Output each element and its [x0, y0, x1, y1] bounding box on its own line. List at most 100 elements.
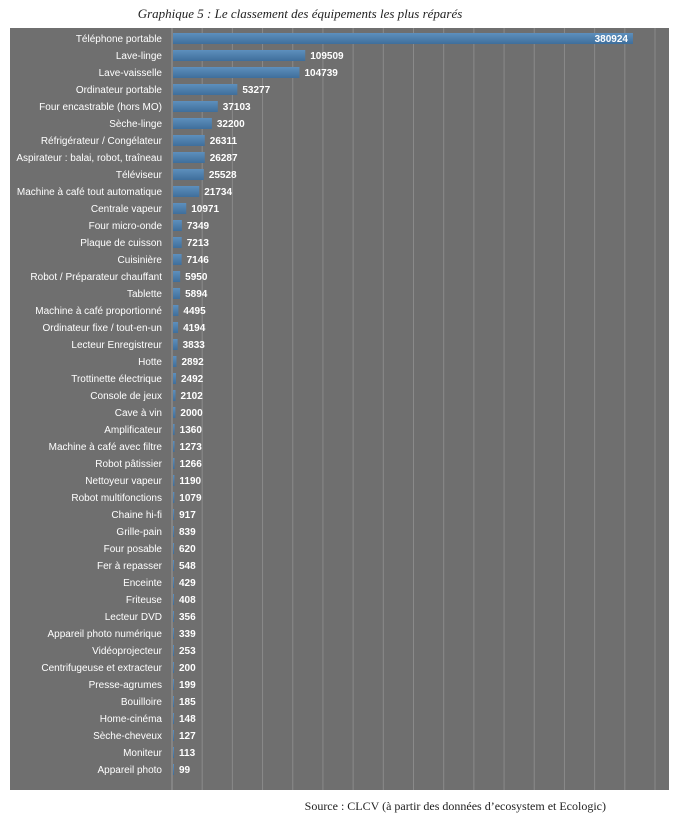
- bar: [173, 645, 174, 656]
- category-label: Sèche-cheveux: [93, 731, 162, 742]
- bar: [173, 764, 174, 775]
- data-label: 127: [179, 731, 196, 742]
- bar: [173, 203, 187, 214]
- data-label: 620: [179, 544, 196, 555]
- category-label: Four micro-onde: [89, 221, 163, 232]
- data-label: 253: [179, 646, 196, 657]
- data-label: 109509: [310, 51, 344, 62]
- category-label: Cuisinière: [118, 255, 163, 266]
- category-label: Centrifugeuse et extracteur: [41, 663, 162, 674]
- data-label: 429: [179, 578, 196, 589]
- category-label: Presse-agrumes: [89, 680, 162, 691]
- category-label: Appareil photo: [98, 765, 163, 776]
- bar: [173, 373, 177, 384]
- category-label: Four encastrable (hors MO): [39, 102, 162, 113]
- category-label: Tablette: [127, 289, 162, 300]
- category-label: Bouilloire: [121, 697, 163, 708]
- bar: [173, 220, 182, 231]
- category-label: Trottinette électrique: [71, 374, 162, 385]
- data-label: 37103: [223, 102, 251, 113]
- category-label: Friteuse: [126, 595, 163, 606]
- data-label: 113: [179, 748, 196, 759]
- category-label: Ordinateur fixe / tout-en-un: [42, 323, 162, 334]
- bar: [173, 271, 181, 282]
- data-label: 339: [179, 629, 196, 640]
- bar: [173, 390, 176, 401]
- data-label: 548: [179, 561, 196, 572]
- category-label: Nettoyeur vapeur: [85, 476, 162, 487]
- bar: [173, 713, 174, 724]
- data-label: 356: [179, 612, 196, 623]
- data-label: 839: [179, 527, 196, 538]
- bar: [173, 407, 176, 418]
- category-label: Appareil photo numérique: [47, 629, 162, 640]
- category-label: Plaque de cuisson: [80, 238, 162, 249]
- data-label: 104739: [304, 68, 338, 79]
- data-label: 21734: [204, 187, 232, 198]
- bar: [173, 67, 300, 78]
- bar: [173, 475, 175, 486]
- data-label: 32200: [217, 119, 245, 130]
- bar: [173, 560, 174, 571]
- category-label: Hotte: [138, 357, 162, 368]
- data-label: 26311: [210, 136, 238, 147]
- bar: [173, 152, 205, 163]
- data-label: 99: [179, 765, 191, 776]
- bar: [173, 424, 175, 435]
- category-label: Ordinateur portable: [76, 85, 163, 96]
- data-label: 26287: [210, 153, 238, 164]
- category-label: Lecteur DVD: [105, 612, 162, 623]
- data-label: 408: [179, 595, 196, 606]
- bar: [173, 696, 174, 707]
- category-label: Amplificateur: [104, 425, 162, 436]
- chart-title: Graphique 5 : Le classement des équipeme…: [137, 6, 463, 21]
- category-label: Robot / Préparateur chauffant: [30, 272, 162, 283]
- chart-area: Téléphone portable 380924 Lave-linge 109509…: [10, 28, 669, 790]
- chart-source: Source : CLCV (à partir des données d’ec…: [304, 799, 606, 813]
- data-label: 1360: [180, 425, 203, 436]
- data-label: 1266: [180, 459, 203, 470]
- data-label: 5950: [185, 272, 208, 283]
- bar: [173, 356, 177, 367]
- bar: [173, 118, 212, 129]
- data-label: 7213: [187, 238, 210, 249]
- data-label: 2892: [181, 357, 204, 368]
- data-label: 2000: [180, 408, 203, 419]
- data-label: 148: [179, 714, 196, 725]
- bar: [173, 237, 182, 248]
- category-label: Lave-linge: [116, 51, 163, 62]
- category-label: Machine à café tout automatique: [17, 187, 163, 198]
- bar: [173, 101, 218, 112]
- category-label: Machine à café avec filtre: [49, 442, 163, 453]
- bar: [173, 305, 179, 316]
- category-label: Grille-pain: [116, 527, 162, 538]
- category-label: Four posable: [104, 544, 163, 555]
- bar: [173, 628, 174, 639]
- bar: [173, 186, 200, 197]
- bar-chart: Téléphone portable 380924 Lave-linge 109509…: [16, 28, 656, 790]
- data-label: 3833: [183, 340, 206, 351]
- data-label: 200: [179, 663, 196, 674]
- category-label: Lave-vaisselle: [99, 68, 163, 79]
- bar: [173, 747, 174, 758]
- bar: [173, 509, 175, 520]
- bar: [173, 169, 204, 180]
- category-label: Téléphone portable: [76, 34, 163, 45]
- bar: [173, 322, 179, 333]
- bar: [173, 492, 175, 503]
- data-label: 5894: [185, 289, 208, 300]
- category-label: Machine à café proportionné: [35, 306, 162, 317]
- data-label: 53277: [242, 85, 270, 96]
- data-label: 7349: [187, 221, 210, 232]
- data-label: 2492: [181, 374, 204, 385]
- bar: [173, 339, 178, 350]
- bar: [173, 543, 174, 554]
- category-label: Robot multifonctions: [71, 493, 162, 504]
- category-label: Sèche-linge: [109, 119, 162, 130]
- bar: [173, 135, 205, 146]
- bar: [173, 441, 175, 452]
- bar: [173, 288, 181, 299]
- category-label: Lecteur Enregistreur: [71, 340, 162, 351]
- category-label: Aspirateur : balai, robot, traîneau: [16, 153, 162, 164]
- data-label: 199: [179, 680, 196, 691]
